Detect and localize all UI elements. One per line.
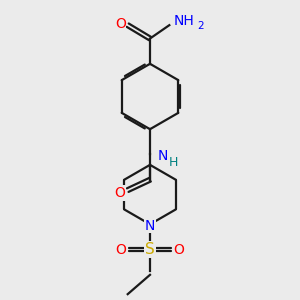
- Text: O: O: [115, 17, 126, 31]
- Text: N: N: [145, 219, 155, 233]
- Text: N: N: [157, 149, 168, 163]
- Text: 2: 2: [197, 21, 204, 31]
- Text: S: S: [145, 242, 155, 257]
- Text: NH: NH: [174, 14, 195, 28]
- Text: O: O: [114, 186, 125, 200]
- Text: H: H: [169, 156, 178, 169]
- Text: O: O: [174, 243, 184, 256]
- Text: O: O: [116, 243, 126, 256]
